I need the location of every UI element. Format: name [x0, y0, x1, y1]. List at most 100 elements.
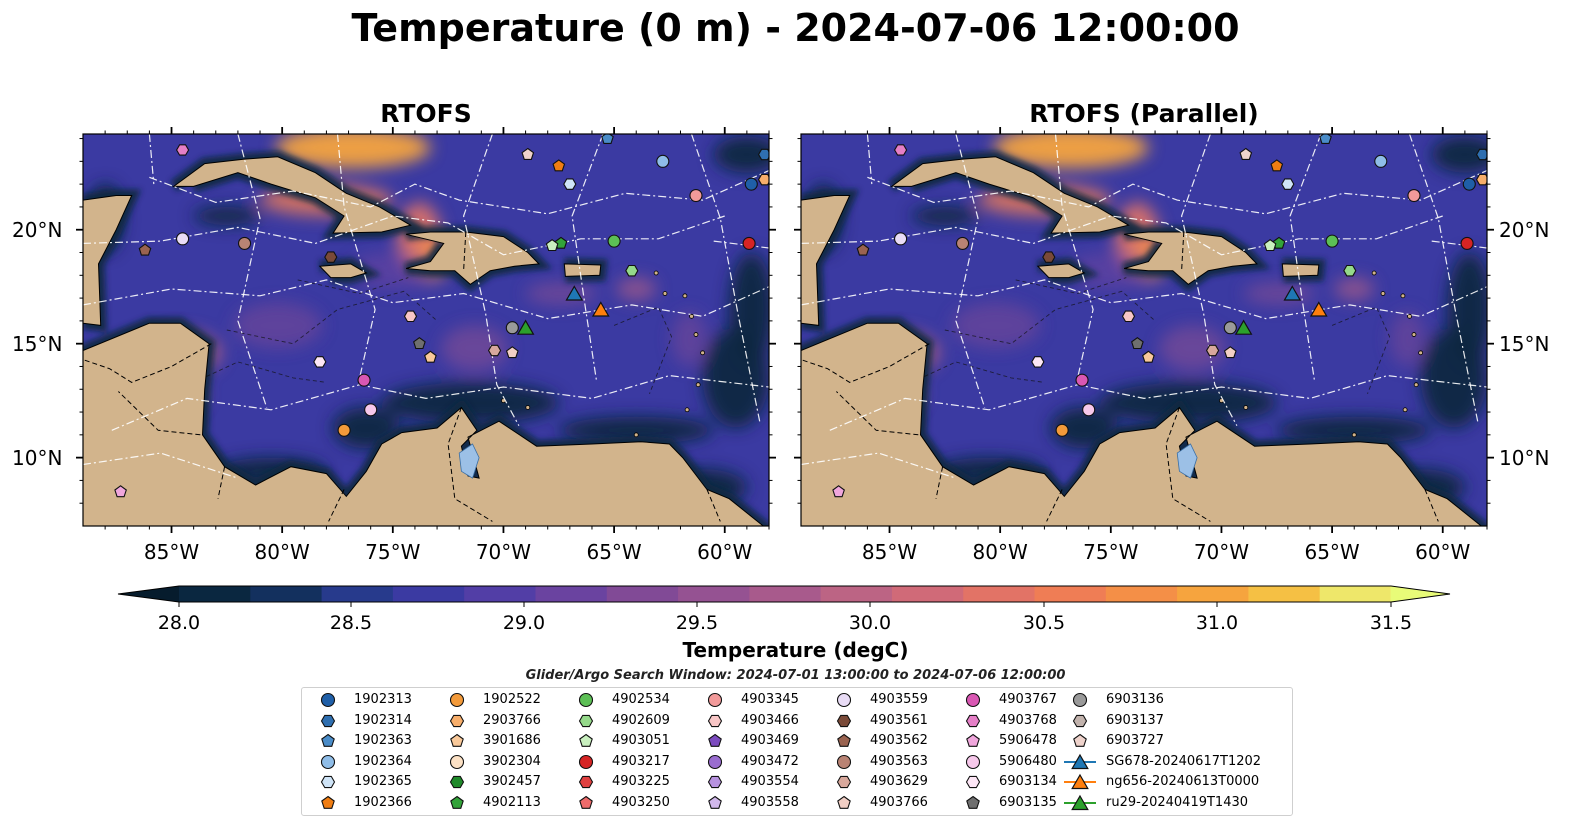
argo-float-4903767	[1075, 373, 1089, 387]
colorbar-tick: 29.0	[502, 612, 546, 634]
argo-float-1902365	[563, 178, 577, 190]
grid-line	[1431, 240, 1487, 249]
legend-label: 6903135	[999, 794, 1057, 810]
search-window-note: Glider/Argo Search Window: 2024-07-01 13…	[525, 668, 1066, 683]
isobath-contour	[297, 277, 409, 294]
colorbar-segment	[1105, 586, 1178, 602]
lat-tick-label: 15°N	[12, 331, 63, 356]
colorbar-tick: 28.0	[157, 612, 201, 634]
legend-marker-pentagon	[708, 795, 722, 809]
legend-marker-pentagon	[579, 795, 593, 809]
argo-float-4903766	[1223, 346, 1237, 359]
argo-float-4903563	[955, 236, 970, 250]
argo-float-4902534	[607, 234, 621, 248]
grid-line	[83, 279, 769, 320]
argo-float-6903727	[521, 147, 535, 160]
legend-label: 6903727	[1106, 733, 1164, 748]
grid-line	[83, 215, 725, 256]
argo-float-4903562	[856, 243, 870, 256]
island	[700, 350, 706, 356]
colorbar-tick: 30.5	[1022, 612, 1066, 634]
colorbar-segment	[606, 586, 679, 602]
legend-entry: 1902364	[310, 752, 540, 772]
grid-line	[801, 452, 957, 479]
argo-float-1902363	[601, 134, 614, 144]
argo-float-4903051	[545, 239, 559, 252]
lat-tick-label: 10°N	[1499, 445, 1550, 470]
legend-label: 6903137	[1106, 712, 1164, 728]
legend-entry: 1902522	[439, 690, 669, 710]
argo-float-4903559	[894, 232, 908, 246]
isobath-contour	[1331, 306, 1391, 394]
argo-float-4903466	[1121, 310, 1136, 323]
colorbar-segment	[891, 586, 964, 602]
colorbar-segment	[820, 586, 893, 602]
legend-label: 4903554	[741, 774, 799, 789]
legend-marker-pentagon	[450, 733, 464, 747]
legend-label: 4903629	[870, 774, 928, 789]
legend-label: 1902314	[354, 712, 412, 728]
legend-label: 5906478	[999, 733, 1057, 748]
country-border	[463, 231, 467, 271]
legend-label: 3902304	[483, 753, 541, 769]
land-mass	[83, 195, 133, 326]
colorbar-segment	[392, 586, 465, 602]
colorbar-tick: 31.5	[1369, 612, 1413, 634]
argo-float-5906478	[832, 485, 845, 498]
island	[1402, 407, 1408, 413]
legend-entry: 4903768	[955, 711, 1185, 731]
legend-marker-hexagon	[320, 775, 336, 789]
argo-float-1902313	[1462, 177, 1476, 191]
grid-line	[955, 134, 986, 408]
argo-float-4903629	[487, 344, 502, 357]
country-border	[801, 343, 930, 383]
grid-line	[1180, 134, 1238, 426]
legend-marker-pentagon	[579, 733, 593, 747]
legend-entry: 1902314	[310, 711, 540, 731]
legend-entry: SG678-20240617T1202	[1062, 752, 1292, 772]
colorbar-tick: 30.0	[848, 612, 892, 634]
argo-float-6903135	[413, 337, 426, 350]
argo-float-4903561	[1042, 251, 1056, 263]
colorbar-segment	[1034, 586, 1107, 602]
legend-entry: 2903766	[439, 711, 669, 731]
legend-label: 1902364	[354, 753, 412, 769]
map-ticks	[76, 127, 776, 533]
legend-entry: ru29-20240419T1430	[1062, 793, 1292, 813]
legend-label: 4903472	[741, 753, 799, 769]
argo-float-1902366	[1270, 159, 1284, 172]
legend-label: 1902522	[483, 692, 541, 707]
legend-entry: 4903559	[826, 690, 1056, 710]
legend-marker-circle	[707, 692, 723, 708]
argo-float-5906480	[1082, 403, 1096, 417]
lon-tick-label: 70°W	[1193, 540, 1250, 564]
argo-float-1902365	[1281, 178, 1295, 190]
land-mass	[1036, 263, 1086, 279]
legend-label: 4903466	[741, 712, 799, 728]
legend-entry: 4902113	[439, 793, 669, 813]
island	[1407, 313, 1412, 319]
legend-marker-hexagon	[707, 714, 723, 727]
argo-float-1902522	[337, 423, 351, 437]
grid-line	[149, 169, 769, 215]
island	[1380, 291, 1386, 296]
argo-float-3901686	[1142, 350, 1155, 363]
argo-float-5906480	[364, 403, 378, 417]
land-mass	[801, 195, 851, 326]
legend-marker-triangle	[1064, 773, 1096, 790]
island	[682, 293, 688, 299]
argo-float-4903466	[403, 310, 418, 323]
country-border	[1046, 489, 1063, 522]
colorbar-segment	[464, 586, 537, 602]
land-mass	[405, 231, 540, 286]
legend-marker-hexagon	[836, 714, 852, 727]
argo-float-4902609	[1343, 264, 1357, 277]
legend-label: 4902113	[483, 794, 541, 810]
legend-label: 4903345	[741, 692, 799, 707]
island	[684, 407, 690, 413]
grid-line	[1054, 134, 1094, 379]
argo-float-6903135	[1131, 337, 1144, 350]
legend-marker-triangle	[1064, 753, 1096, 769]
argo-float-4903345	[1407, 188, 1421, 203]
legend-entry: 3902457	[439, 772, 669, 792]
